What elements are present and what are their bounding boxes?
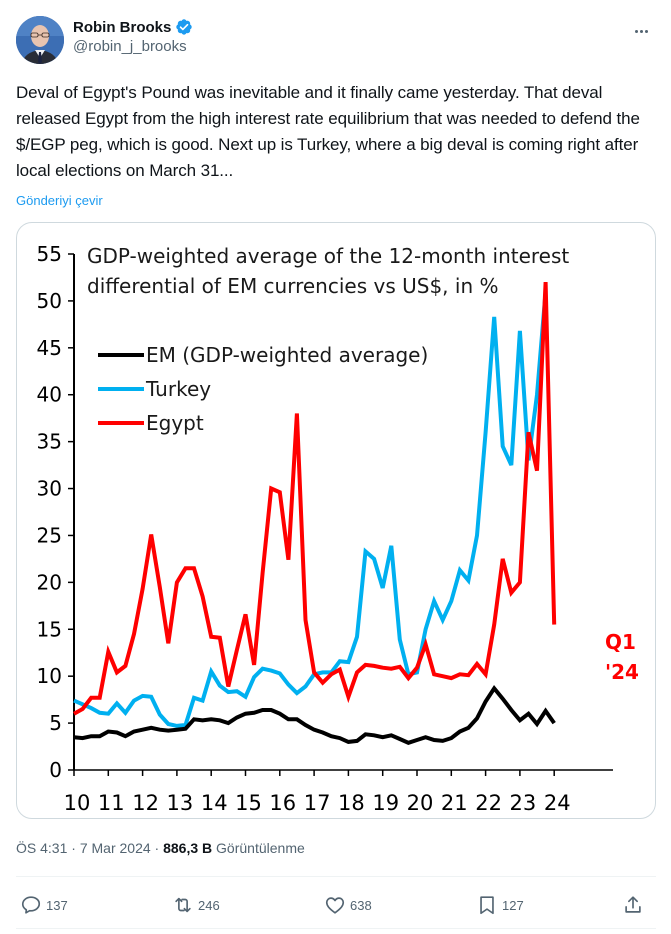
x-tick-label: 24 <box>544 791 571 815</box>
series-line-em <box>73 685 556 745</box>
x-tick-label: 17 <box>304 791 331 815</box>
views-count: 886,3 B <box>163 840 213 856</box>
chart-axes <box>68 253 613 776</box>
tweet-date[interactable]: 7 Mar 2024 <box>79 840 151 856</box>
divider <box>16 876 656 877</box>
display-name[interactable]: Robin Brooks <box>73 18 172 36</box>
x-tick-label: 10 <box>64 791 91 815</box>
line-chart: 0 5 10 15 20 25 30 35 40 45 50 55 10 11 12 13 14 15 16 17 18… <box>37 242 639 815</box>
y-tick-label: 0 <box>49 758 62 782</box>
y-tick-label: 55 <box>37 242 62 266</box>
tweet-meta: ÖS 4:31 · 7 Mar 2024 · 886,3 B Görüntüle… <box>16 840 305 856</box>
user-info: Robin Brooks @robin_j_brooks <box>73 18 193 55</box>
x-tick-label: 21 <box>441 791 468 815</box>
more-horizontal-icon <box>634 29 638 33</box>
repost-arrows-icon <box>175 897 191 913</box>
y-tick-label: 20 <box>37 570 62 594</box>
share-button[interactable] <box>622 894 644 916</box>
series-line-turkey <box>73 291 548 728</box>
verified-badge-icon <box>176 19 193 35</box>
x-tick-label: 13 <box>167 791 194 815</box>
y-tick-label: 15 <box>37 617 62 641</box>
x-tick-label: 18 <box>338 791 365 815</box>
views-label: Görüntülenme <box>216 840 305 856</box>
avatar-portrait-icon <box>16 16 64 64</box>
bookmark-count: 127 <box>502 897 524 913</box>
bookmark-icon <box>480 896 494 915</box>
y-tick-label: 5 <box>49 711 62 735</box>
repost-count: 246 <box>198 897 220 913</box>
reply-button[interactable]: 137 <box>20 894 68 916</box>
series-line-egypt <box>73 282 557 716</box>
legend-label: Egypt <box>146 411 204 435</box>
tweet-media-chart[interactable]: 0 5 10 15 20 25 30 35 40 45 50 55 10 11 12 13 14 15 16 17 18… <box>16 222 656 819</box>
x-tick-label: 23 <box>510 791 537 815</box>
more-dot <box>639 29 643 33</box>
tweet-header: Robin Brooks @robin_j_brooks <box>16 12 656 68</box>
x-tick-label: 11 <box>98 791 125 815</box>
y-tick-label: 35 <box>37 430 62 454</box>
tweet-time[interactable]: ÖS 4:31 <box>16 840 68 856</box>
more-options-button[interactable] <box>630 22 652 40</box>
like-button[interactable]: 638 <box>324 894 372 916</box>
tweet-text: Deval of Egypt's Pound was inevitable an… <box>16 83 640 180</box>
user-handle[interactable]: @robin_j_brooks <box>73 38 187 55</box>
x-tick-label: 19 <box>372 791 399 815</box>
meta-separator: · <box>150 840 164 856</box>
x-tick-label: 14 <box>201 791 228 815</box>
x-tick-label: 12 <box>132 791 159 815</box>
chart-text: 0 5 10 15 20 25 30 35 40 45 50 55 10 11 12 13 14 15 16 17 18… <box>37 242 639 815</box>
annotation-q1-24: '24 <box>605 660 639 684</box>
avatar[interactable] <box>16 16 64 64</box>
x-tick-label: 15 <box>235 791 262 815</box>
translate-link[interactable]: Gönderiyi çevir <box>16 193 103 208</box>
y-tick-label: 40 <box>37 383 62 407</box>
bookmark-button[interactable]: 127 <box>476 894 524 916</box>
tweet-actions: 137 246 638 127 <box>16 890 656 924</box>
reply-count: 137 <box>46 897 68 913</box>
legend-label: EM (GDP-weighted average) <box>146 343 428 367</box>
chart-title: differential of EM currencies vs US$, in… <box>87 274 498 298</box>
repost-button[interactable]: 246 <box>172 894 220 916</box>
divider <box>16 928 656 929</box>
annotation-q1-24: Q1 <box>605 630 636 654</box>
x-tick-label: 22 <box>475 791 502 815</box>
x-tick-label: 16 <box>269 791 296 815</box>
x-tick-label: 20 <box>407 791 434 815</box>
y-tick-label: 10 <box>37 664 62 688</box>
y-tick-label: 50 <box>37 289 62 313</box>
more-dot <box>644 29 648 33</box>
y-tick-label: 45 <box>37 336 62 360</box>
like-count: 638 <box>350 897 372 913</box>
y-tick-label: 30 <box>37 477 62 501</box>
meta-separator: · <box>67 840 80 856</box>
share-upload-icon <box>625 896 641 913</box>
chart-series <box>73 282 557 745</box>
legend-label: Turkey <box>145 377 211 401</box>
speech-bubble-icon <box>21 896 41 914</box>
chart-title: GDP-weighted average of the 12-month int… <box>87 244 569 268</box>
heart-icon <box>325 897 345 914</box>
y-tick-label: 25 <box>37 523 62 547</box>
